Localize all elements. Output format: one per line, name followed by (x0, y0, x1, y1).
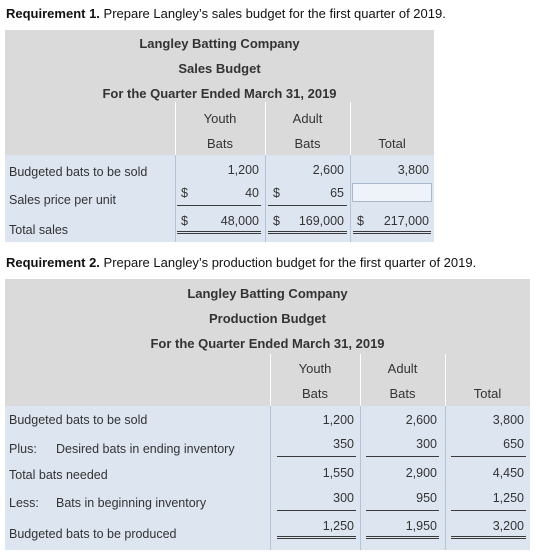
requirement-1-label: Requirement 1. (6, 6, 100, 21)
sales-header-box (5, 30, 434, 102)
production-col-total: Total (473, 386, 502, 401)
production-total-value: 4,450 (492, 466, 524, 480)
production-col-youth-line1: Youth (298, 361, 332, 376)
requirement-2-heading: Requirement 2. Prepare Langley’s product… (6, 255, 476, 270)
currency-symbol: $ (357, 214, 364, 228)
sales-youth-value: 1,200 (227, 163, 259, 177)
production-col-adult-line1: Adult (387, 361, 418, 376)
production-row-label: Total bats needed (9, 468, 108, 482)
production-period: For the Quarter Ended March 31, 2019 (150, 336, 385, 351)
sales-adult-value: 65 (330, 186, 344, 200)
production-adult-value: 950 (416, 491, 437, 505)
production-adult-value: 300 (416, 437, 437, 451)
production-youth-value: 350 (333, 437, 354, 451)
requirement-2-label: Requirement 2. (6, 255, 100, 270)
sales-col-total: Total (378, 136, 406, 151)
production-adult-value: 1,950 (405, 519, 437, 533)
production-row-label: Budgeted bats to be sold (9, 413, 148, 427)
currency-symbol: $ (181, 186, 188, 200)
production-row-prefix: Less: (9, 496, 39, 510)
sales-adult-value: 169,000 (298, 214, 344, 228)
production-col-adult-line2: Bats (389, 386, 416, 401)
production-youth-value: 300 (333, 491, 354, 505)
production-total-value: 3,200 (492, 519, 524, 533)
requirement-2-text: Prepare Langley’s production budget for … (99, 255, 477, 270)
production-column-header-box (5, 354, 530, 406)
sales-company-name: Langley Batting Company (139, 36, 300, 51)
production-total-value: 3,800 (492, 413, 524, 427)
production-adult-value: 2,900 (405, 466, 437, 480)
sales-total-value: 3,800 (397, 163, 429, 177)
sales-period: For the Quarter Ended March 31, 2019 (102, 86, 337, 101)
production-total-value: 1,250 (492, 491, 524, 505)
production-row-prefix: Plus: (9, 442, 37, 456)
production-header-box (5, 279, 530, 354)
production-body (5, 406, 530, 550)
sales-budget-title: Sales Budget (178, 61, 261, 76)
production-row-label: Bats in beginning inventory (56, 496, 207, 510)
production-company-name: Langley Batting Company (187, 286, 348, 301)
sales-col-youth-line2: Bats (206, 136, 233, 151)
production-adult-value: 2,600 (405, 413, 437, 427)
sales-youth-value: 48,000 (220, 214, 259, 228)
production-youth-value: 1,200 (322, 413, 354, 427)
production-budget-title: Production Budget (209, 311, 326, 326)
requirement-1-text: Prepare Langley’s sales budget for the f… (99, 6, 446, 21)
requirement-1-heading: Requirement 1. Prepare Langley’s sales b… (6, 6, 446, 21)
currency-symbol: $ (273, 214, 280, 228)
sales-row-label: Total sales (9, 223, 69, 237)
sales-col-youth-line1: Youth (203, 111, 237, 126)
sales-col-adult-line1: Adult (292, 111, 323, 126)
production-youth-value: 1,550 (322, 466, 354, 480)
production-total-value: 650 (503, 437, 524, 451)
currency-symbol: $ (181, 214, 188, 228)
sales-youth-value: 40 (245, 186, 259, 200)
sales-col-adult-line2: Bats (294, 136, 321, 151)
sales-row-label: Budgeted bats to be sold (9, 165, 148, 179)
production-row-label: Budgeted bats to be produced (9, 527, 177, 541)
production-col-youth-line2: Bats (301, 386, 328, 401)
sales-price-total-input[interactable] (352, 183, 432, 202)
sales-total-value: 217,000 (383, 214, 429, 228)
sales-row-label: Sales price per unit (9, 193, 117, 207)
sales-adult-value: 2,600 (312, 163, 344, 177)
production-youth-value: 1,250 (322, 519, 354, 533)
sales-column-header-box (5, 102, 434, 155)
currency-symbol: $ (273, 186, 280, 200)
production-row-label: Desired bats in ending inventory (56, 442, 235, 456)
